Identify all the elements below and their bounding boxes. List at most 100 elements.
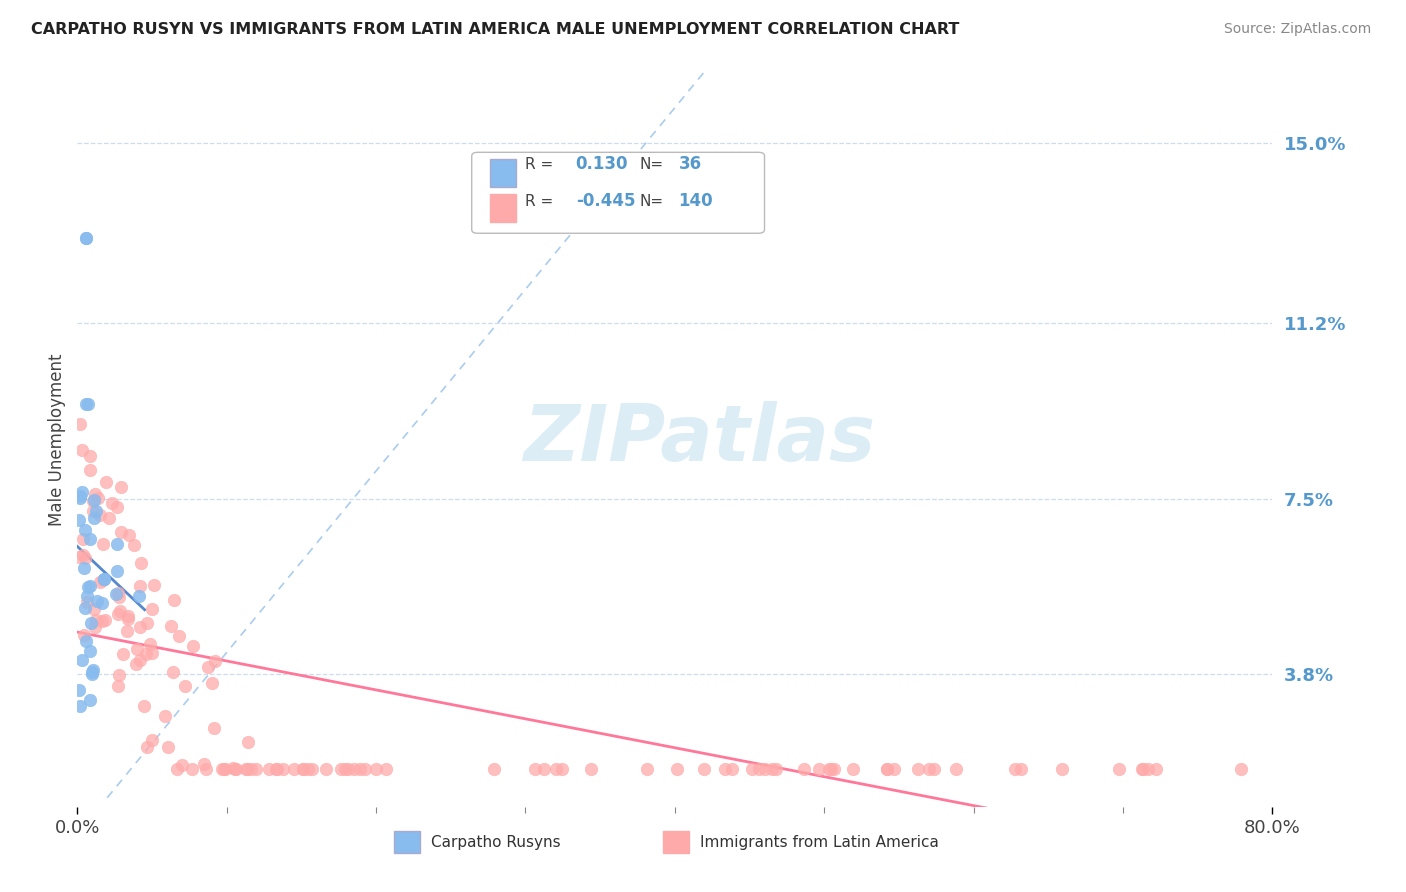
Point: [212, 762, 235, 776]
Point: [291, 762, 314, 776]
Point: [77, 580, 100, 594]
Point: [301, 762, 323, 776]
Point: [918, 762, 941, 776]
Point: [117, 612, 139, 626]
FancyBboxPatch shape: [394, 830, 420, 853]
Point: [79, 463, 101, 477]
Point: [117, 624, 139, 638]
Point: [67, 549, 90, 564]
Text: N=: N=: [640, 157, 664, 172]
Point: [1137, 762, 1160, 776]
Point: [636, 762, 658, 776]
Point: [75, 397, 97, 411]
Point: [76, 397, 98, 411]
Point: [90, 596, 112, 610]
Point: [105, 500, 128, 515]
Point: [141, 732, 163, 747]
FancyBboxPatch shape: [664, 830, 689, 853]
Point: [283, 762, 305, 776]
Point: [257, 762, 280, 776]
Point: [128, 589, 150, 603]
Point: [266, 762, 288, 776]
Point: [75, 550, 97, 565]
Point: [163, 593, 186, 607]
Point: [79, 693, 101, 707]
Point: [91, 537, 114, 551]
Point: [876, 762, 898, 776]
Point: [1132, 762, 1154, 776]
Point: [1130, 762, 1153, 776]
Point: [127, 642, 149, 657]
Point: [693, 762, 716, 776]
Point: [741, 762, 763, 776]
Point: [125, 657, 148, 671]
Point: [337, 762, 360, 776]
Point: [70, 485, 93, 500]
Point: [761, 762, 783, 776]
Point: [245, 762, 267, 776]
Point: [907, 762, 929, 776]
Point: [101, 496, 124, 510]
FancyBboxPatch shape: [472, 153, 765, 234]
Text: ZIPatlas: ZIPatlas: [523, 401, 875, 477]
Point: [117, 608, 139, 623]
Point: [721, 762, 744, 776]
Point: [110, 480, 132, 494]
Point: [82, 504, 104, 518]
Point: [315, 762, 337, 776]
Point: [524, 762, 547, 776]
Point: [105, 564, 128, 578]
Point: [69, 417, 91, 432]
Y-axis label: Male Unemployment: Male Unemployment: [48, 353, 66, 525]
Point: [195, 762, 218, 776]
Point: [79, 644, 101, 658]
Point: [83, 492, 105, 507]
Text: Source: ZipAtlas.com: Source: ZipAtlas.com: [1223, 22, 1371, 37]
Point: [83, 602, 105, 616]
FancyBboxPatch shape: [489, 159, 516, 187]
Point: [129, 579, 152, 593]
Point: [214, 762, 236, 776]
Point: [169, 629, 191, 643]
Point: [82, 667, 104, 681]
Point: [235, 762, 257, 776]
Point: [70, 653, 93, 667]
Point: [330, 762, 353, 776]
Point: [808, 762, 831, 776]
Point: [69, 491, 91, 505]
Point: [666, 762, 689, 776]
Point: [193, 757, 215, 772]
Point: [124, 538, 146, 552]
Point: [98, 511, 121, 525]
Point: [73, 560, 96, 574]
Point: [90, 614, 112, 628]
Point: [292, 762, 315, 776]
Point: [349, 762, 371, 776]
Point: [69, 489, 91, 503]
Point: [240, 762, 263, 776]
Text: -0.445: -0.445: [575, 192, 636, 210]
Point: [817, 762, 839, 776]
Point: [533, 762, 555, 776]
Point: [366, 762, 388, 776]
Point: [224, 762, 246, 776]
Text: CARPATHO RUSYN VS IMMIGRANTS FROM LATIN AMERICA MALE UNEMPLOYMENT CORRELATION CH: CARPATHO RUSYN VS IMMIGRANTS FROM LATIN …: [31, 22, 959, 37]
Point: [86, 594, 108, 608]
Point: [84, 613, 107, 627]
Point: [754, 762, 776, 776]
Text: R =: R =: [526, 194, 554, 209]
Point: [166, 762, 188, 776]
Point: [170, 758, 193, 772]
Point: [820, 762, 842, 776]
Point: [271, 762, 294, 776]
Point: [107, 668, 129, 682]
Point: [134, 699, 156, 714]
Point: [180, 762, 202, 776]
Text: 0.130: 0.130: [575, 155, 628, 173]
Point: [142, 578, 165, 592]
Point: [236, 762, 259, 776]
Point: [83, 511, 105, 525]
Point: [157, 739, 180, 754]
Point: [153, 709, 176, 723]
Text: 140: 140: [679, 192, 713, 210]
